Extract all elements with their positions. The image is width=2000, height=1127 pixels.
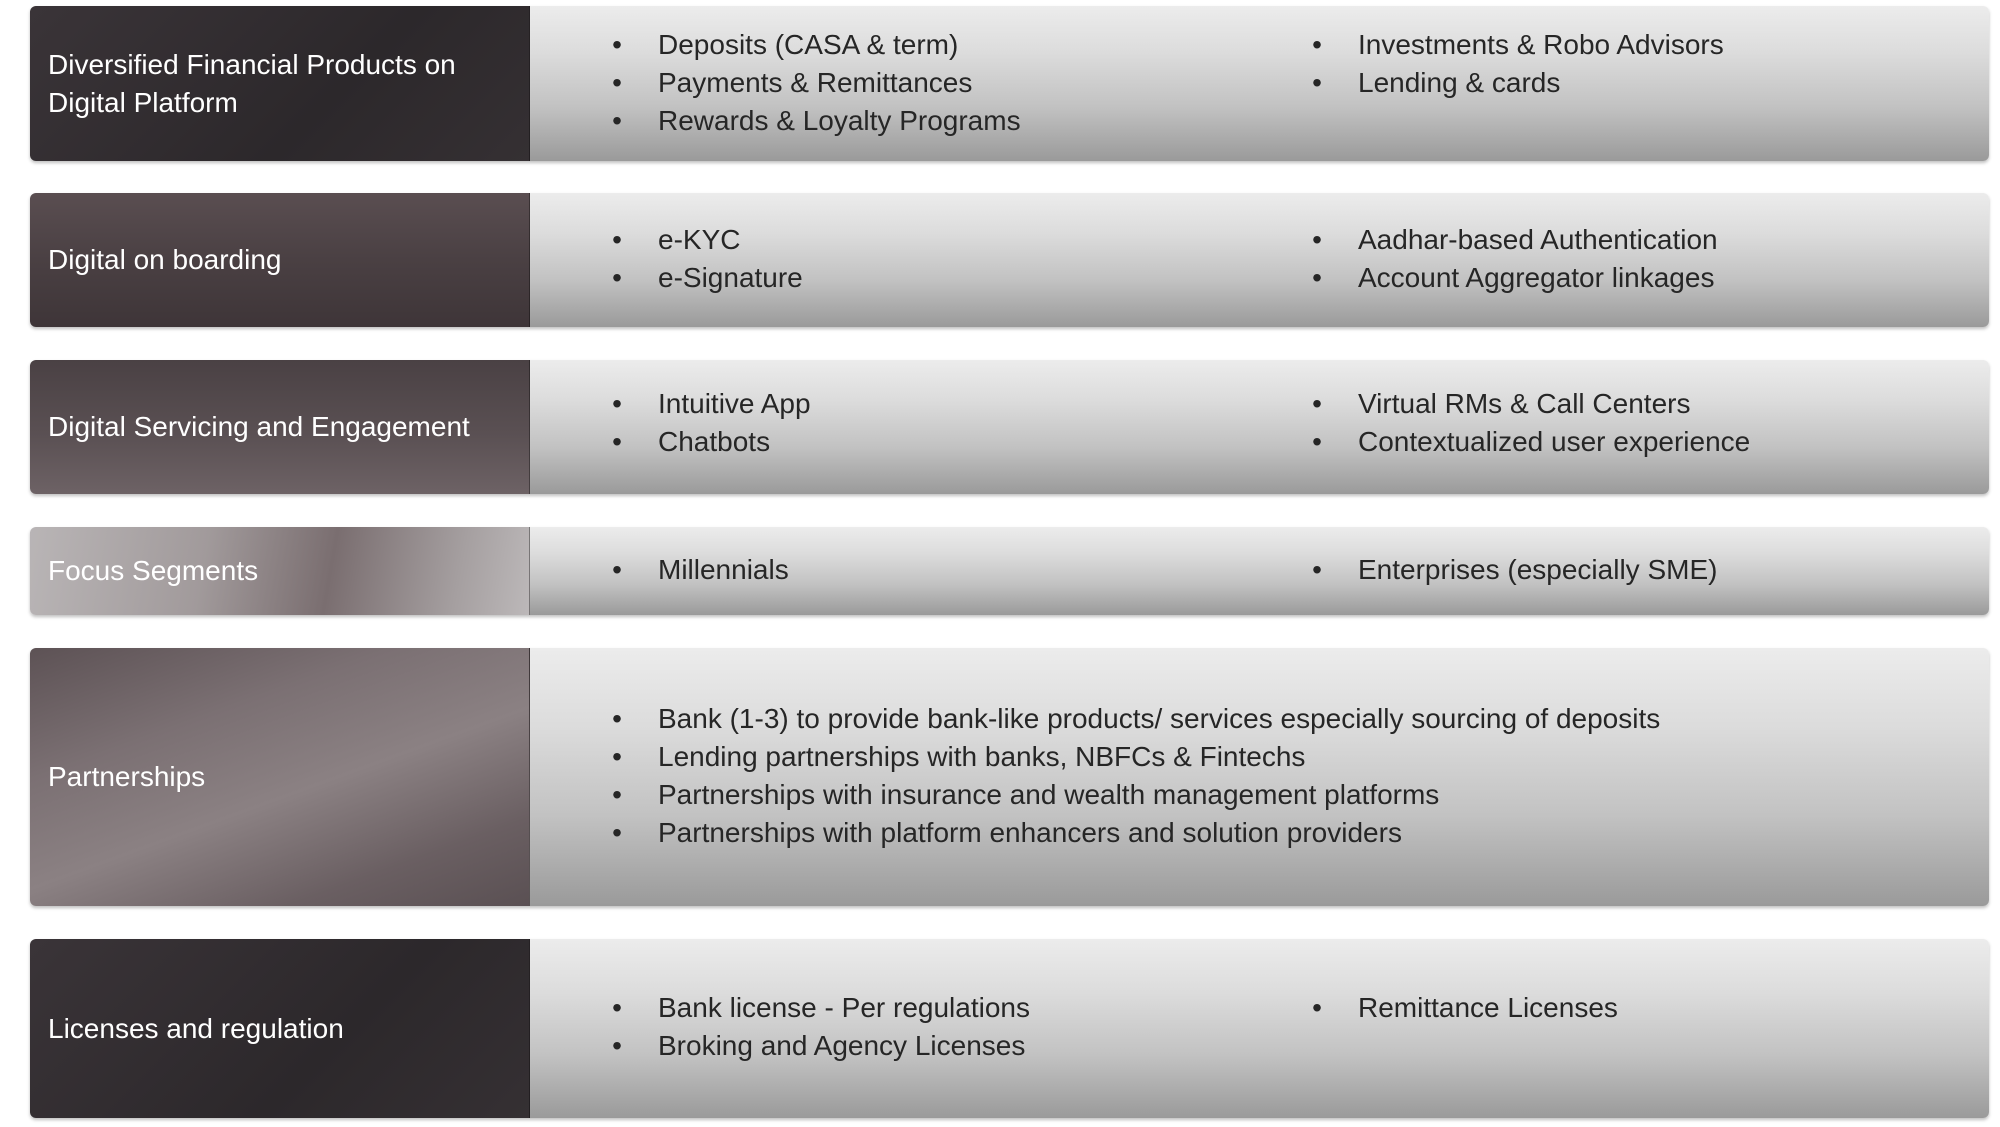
row-label: Partnerships [30,648,530,906]
bullet-icon: • [612,741,622,772]
list-item: • Payments & Remittances [610,64,1021,102]
row-label: Licenses and regulation [30,939,530,1118]
row-content: • Bank (1-3) to provide bank-like product… [530,648,1989,906]
row-content: • Deposits (CASA & term) • Payments & Remi… [530,6,1989,161]
row-content: • Intuitive App • Chatbots • Virtual RMs & … [530,360,1989,494]
bullet-icon: • [612,703,622,734]
row-focus-segments: Focus Segments • Millennials • Enterprises… [30,527,1989,615]
bullet-list-left: • Millennials [610,551,789,589]
row-content: • Millennials • Enterprises (especially SM… [530,527,1989,615]
bullet-icon: • [612,1030,622,1061]
row-label-text: Partnerships [48,761,206,792]
bullet-list-right: • Enterprises (especially SME) [1310,551,1717,589]
bullet-icon: • [612,105,622,136]
bullet-icon: • [1312,992,1322,1023]
row-label: Digital on boarding [30,193,530,327]
bullet-icon: • [612,992,622,1023]
row-label-text: Diversified Financial Products on Digita… [48,48,456,118]
bullet-icon: • [612,426,622,457]
list-item: • Chatbots [610,423,811,461]
bullet-list-right: • Remittance Licenses [1310,989,1618,1027]
list-item: • Account Aggregator linkages [1310,259,1718,297]
list-item: • Bank license - Per regulations [610,989,1030,1027]
row-diversified-products: Diversified Financial Products on Digita… [30,6,1989,161]
bullet-list-left: • e-KYC • e-Signature [610,221,803,297]
list-item: • Lending partnerships with banks, NBFCs … [610,738,1660,776]
bullet-icon: • [1312,388,1322,419]
row-label-text: Digital on boarding [48,244,282,275]
bullet-list-right: • Virtual RMs & Call Centers • Contextuali… [1310,385,1750,461]
list-item: • Deposits (CASA & term) [610,26,1021,64]
bullet-icon: • [1312,262,1322,293]
list-item: • Millennials [610,551,789,589]
list-item: • Bank (1-3) to provide bank-like product… [610,700,1660,738]
bullet-icon: • [612,779,622,810]
list-item: • Lending & cards [1310,64,1724,102]
row-label: Focus Segments [30,527,530,615]
list-item: • Partnerships with insurance and wealth … [610,776,1660,814]
bullet-icon: • [612,817,622,848]
list-item: • Broking and Agency Licenses [610,1027,1030,1065]
list-item: • Intuitive App [610,385,810,423]
bullet-list-right: • Investments & Robo Advisors • Lending & … [1310,26,1724,102]
bullet-list-right: • Aadhar-based Authentication • Account Ag… [1310,221,1718,297]
bullet-list-left: • Bank (1-3) to provide bank-like product… [610,700,1660,852]
bullet-icon: • [612,554,622,585]
row-label: Diversified Financial Products on Digita… [30,6,530,161]
row-label-text: Licenses and regulation [48,1012,344,1044]
list-item: • Remittance Licenses [1310,989,1618,1027]
list-item: • Partnerships with platform enhancers an… [610,814,1660,852]
row-label: Digital Servicing and Engagement [30,360,530,494]
list-item: • Aadhar-based Authentication [1310,221,1718,259]
bullet-icon: • [612,29,622,60]
bullet-icon: • [1312,426,1322,457]
bullet-icon: • [612,224,622,255]
bullet-icon: • [1312,67,1322,98]
bullet-icon: • [1312,29,1322,60]
row-licenses-regulation: Licenses and regulation • Bank license - … [30,939,1989,1118]
list-item: • Investments & Robo Advisors [1310,26,1724,64]
bullet-list-left: • Intuitive App • Chatbots [610,385,811,461]
list-item: • Rewards & Loyalty Programs [610,102,1020,140]
row-label-text: Digital Servicing and Engagement [48,411,470,442]
row-content: • e-KYC • e-Signature • Aadhar-based Authen… [530,193,1989,327]
row-label-text: Focus Segments [48,555,259,586]
bullet-list-left: • Bank license - Per regulations • Broking… [610,989,1030,1065]
row-digital-onboarding: Digital on boarding • e-KYC • e-Signature … [30,193,1989,327]
list-item: • e-KYC [610,221,803,259]
bullet-icon: • [1312,554,1322,585]
bullet-icon: • [612,67,622,98]
list-item: • Enterprises (especially SME) [1310,551,1717,589]
list-item: • Contextualized user experience [1310,423,1750,461]
bullet-icon: • [612,388,622,419]
bullet-list-left: • Deposits (CASA & term) • Payments & Remi… [610,26,1021,140]
row-content: • Bank license - Per regulations • Broking… [530,939,1989,1118]
bullet-icon: • [612,262,622,293]
list-item: • Virtual RMs & Call Centers [1310,385,1750,423]
row-partnerships: Partnerships • Bank (1-3) to provide bank… [30,648,1989,906]
row-digital-servicing: Digital Servicing and Engagement • Intuit… [30,360,1989,494]
bullet-icon: • [1312,224,1322,255]
list-item: • e-Signature [610,259,803,297]
